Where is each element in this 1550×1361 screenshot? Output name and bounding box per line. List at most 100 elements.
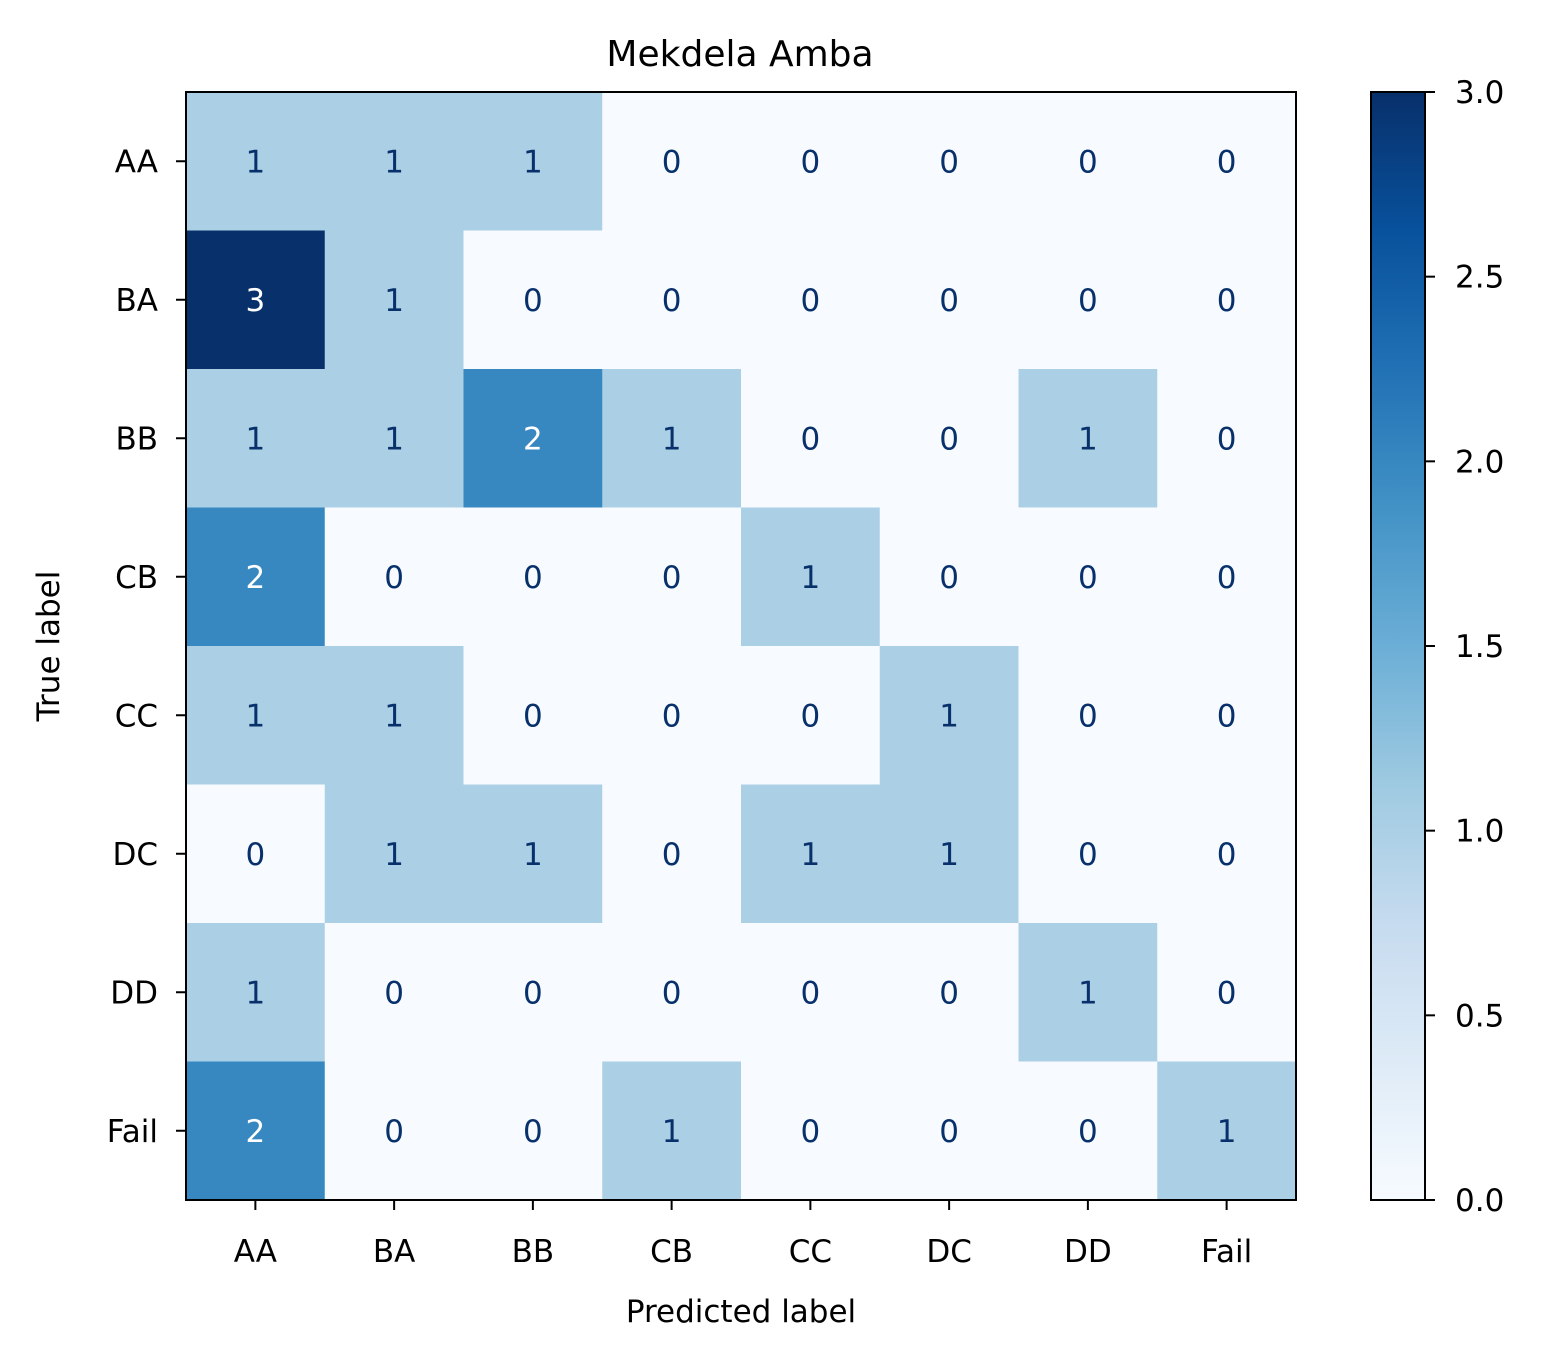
cell-value: 0 bbox=[1078, 698, 1098, 734]
x-tick-label: CB bbox=[650, 1234, 693, 1270]
cell-AA-DD bbox=[1018, 92, 1158, 231]
cell-value: 0 bbox=[662, 975, 682, 1011]
cell-BB-BA bbox=[324, 369, 464, 508]
heatmap-cell-labels: 1 1 1 0 0 0 0 0 3 1 0 0 0 0 0 0 1 1 2 1 0 0 1 0 2 0 0 0 1 0 0 0 1 1 0 0 0 1 0 0… bbox=[246, 144, 1237, 1150]
cell-CB-CC bbox=[741, 507, 881, 647]
cell-AA-AA bbox=[186, 92, 326, 231]
cell-AA-CC bbox=[741, 92, 881, 231]
cell-value: 0 bbox=[801, 698, 821, 734]
cell-value: 0 bbox=[662, 560, 682, 596]
cell-value: 0 bbox=[523, 975, 543, 1011]
cell-value: 1 bbox=[662, 421, 682, 457]
cell-AA-Fail bbox=[1157, 92, 1297, 231]
chart-title: Mekdela Amba bbox=[606, 34, 873, 75]
cell-value: 0 bbox=[384, 1114, 404, 1150]
cell-Fail-Fail bbox=[1157, 1061, 1297, 1201]
cell-DC-BA bbox=[324, 784, 464, 924]
colorbar-gradient bbox=[1371, 92, 1425, 1200]
cell-AA-CB bbox=[602, 92, 742, 231]
cell-CB-BA bbox=[324, 507, 464, 647]
cell-DD-AA bbox=[186, 923, 326, 1062]
cell-Fail-DD bbox=[1018, 1061, 1158, 1201]
cell-DC-DD bbox=[1018, 784, 1158, 924]
cell-value: 1 bbox=[246, 975, 266, 1011]
colorbar-tick-label: 1.0 bbox=[1455, 814, 1504, 850]
cell-value: 1 bbox=[1217, 1114, 1237, 1150]
cell-value: 1 bbox=[1078, 421, 1098, 457]
cell-Fail-CC bbox=[741, 1061, 881, 1201]
y-axis-label: True label bbox=[31, 571, 67, 723]
cell-value: 1 bbox=[246, 698, 266, 734]
cell-BA-BA bbox=[324, 230, 464, 370]
cell-value: 0 bbox=[523, 1114, 543, 1150]
cell-CC-BA bbox=[324, 646, 464, 785]
cell-value: 0 bbox=[939, 283, 959, 319]
cell-value: 1 bbox=[384, 421, 404, 457]
y-tick-label: AA bbox=[115, 144, 158, 180]
colorbar-tick-label: 2.0 bbox=[1455, 444, 1504, 480]
cell-value: 2 bbox=[246, 1114, 266, 1150]
cell-value: 0 bbox=[1078, 283, 1098, 319]
y-tick-label: CC bbox=[115, 698, 158, 734]
cell-value: 0 bbox=[1078, 144, 1098, 180]
cell-BB-CB bbox=[602, 369, 742, 508]
cell-value: 0 bbox=[1217, 421, 1237, 457]
cell-value: 1 bbox=[1078, 975, 1098, 1011]
cell-CC-Fail bbox=[1157, 646, 1297, 785]
cell-DD-BA bbox=[324, 923, 464, 1062]
cell-value: 1 bbox=[384, 144, 404, 180]
cell-value: 0 bbox=[1078, 1114, 1098, 1150]
y-tick-label: BA bbox=[116, 283, 158, 319]
cell-Fail-BA bbox=[324, 1061, 464, 1201]
colorbar-tick-label: 2.5 bbox=[1455, 260, 1504, 296]
cell-BA-DC bbox=[879, 230, 1019, 370]
cell-BA-Fail bbox=[1157, 230, 1297, 370]
x-tick-label: BB bbox=[512, 1234, 555, 1270]
cell-value: 1 bbox=[662, 1114, 682, 1150]
cell-value: 0 bbox=[939, 421, 959, 457]
cell-value: 1 bbox=[939, 698, 959, 734]
cell-CC-DC bbox=[879, 646, 1019, 785]
cell-CC-BB bbox=[463, 646, 603, 785]
cell-value: 0 bbox=[939, 975, 959, 1011]
cell-value: 0 bbox=[939, 1114, 959, 1150]
cell-AA-BA bbox=[324, 92, 464, 231]
y-tick-label: BB bbox=[115, 421, 158, 457]
cell-value: 0 bbox=[1217, 144, 1237, 180]
cell-DC-Fail bbox=[1157, 784, 1297, 924]
cell-value: 1 bbox=[801, 560, 821, 596]
cell-value: 0 bbox=[939, 560, 959, 596]
cell-value: 0 bbox=[384, 560, 404, 596]
cell-BA-DD bbox=[1018, 230, 1158, 370]
cell-BB-CC bbox=[741, 369, 881, 508]
cell-BB-AA bbox=[186, 369, 326, 508]
cell-value: 0 bbox=[801, 144, 821, 180]
cell-CC-CC bbox=[741, 646, 881, 785]
cell-BA-CC bbox=[741, 230, 881, 370]
x-tick-label: CC bbox=[789, 1234, 832, 1270]
cell-DC-DC bbox=[879, 784, 1019, 924]
y-tick-label: DC bbox=[112, 837, 158, 873]
cell-value: 0 bbox=[1217, 837, 1237, 873]
cell-DD-CB bbox=[602, 923, 742, 1062]
cell-BA-BB bbox=[463, 230, 603, 370]
heatmap-cells bbox=[186, 92, 1297, 1201]
cell-value: 0 bbox=[801, 421, 821, 457]
y-tick-label: Fail bbox=[107, 1114, 158, 1150]
x-tick-label: DD bbox=[1064, 1234, 1112, 1270]
cell-value: 0 bbox=[1217, 975, 1237, 1011]
cell-BB-DC bbox=[879, 369, 1019, 508]
cell-DC-AA bbox=[186, 784, 326, 924]
cell-value: 2 bbox=[246, 560, 266, 596]
cell-CB-DD bbox=[1018, 507, 1158, 647]
cell-value: 3 bbox=[246, 283, 266, 319]
cell-value: 0 bbox=[384, 975, 404, 1011]
cell-DD-DC bbox=[879, 923, 1019, 1062]
colorbar-tick-label: 1.5 bbox=[1455, 629, 1504, 665]
cell-DC-BB bbox=[463, 784, 603, 924]
cell-value: 0 bbox=[662, 837, 682, 873]
y-axis-ticks: AA BA BB CB CC DC DD Fail bbox=[107, 144, 186, 1150]
cell-value: 1 bbox=[246, 421, 266, 457]
cell-value: 1 bbox=[801, 837, 821, 873]
